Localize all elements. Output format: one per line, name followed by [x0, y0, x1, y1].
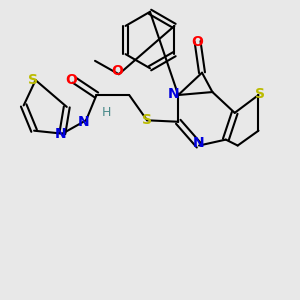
Text: O: O	[192, 34, 203, 49]
Text: O: O	[111, 64, 123, 78]
Text: N: N	[168, 86, 180, 100]
Text: N: N	[55, 127, 67, 141]
Text: S: S	[142, 113, 152, 127]
Text: S: S	[255, 86, 265, 100]
Text: H: H	[102, 106, 112, 119]
Text: N: N	[193, 136, 205, 150]
Text: S: S	[28, 73, 38, 87]
Text: N: N	[77, 115, 89, 129]
Text: O: O	[65, 73, 77, 87]
